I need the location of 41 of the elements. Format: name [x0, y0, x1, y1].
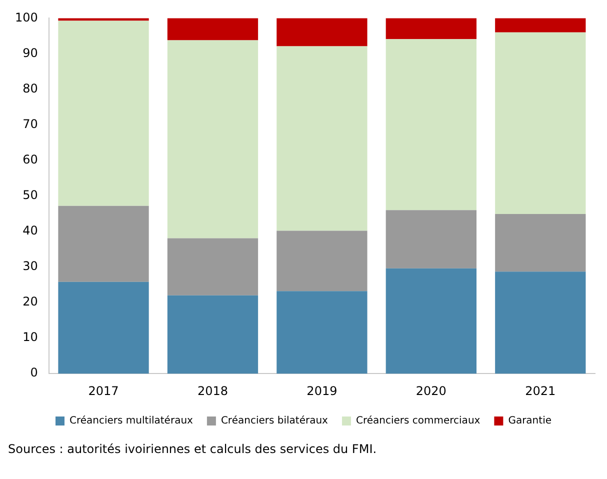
- y-tick-label: 100: [15, 10, 38, 24]
- bar: [167, 295, 258, 374]
- y-tick-label: 80: [22, 81, 38, 96]
- y-tick-label: 60: [22, 152, 38, 166]
- bar: [386, 210, 476, 268]
- x-tick-label: 2019: [306, 384, 338, 398]
- bar: [386, 268, 476, 374]
- bar: [167, 40, 258, 238]
- bar: [495, 272, 586, 374]
- bar: [276, 18, 368, 46]
- bar: [58, 282, 149, 374]
- bar: [58, 18, 149, 21]
- bar: [167, 238, 258, 296]
- bar: [386, 18, 476, 40]
- bar: [495, 32, 586, 214]
- y-tick-label: 20: [22, 294, 38, 309]
- legend-label: Créanciers commerciaux: [356, 416, 480, 427]
- bar: [495, 214, 586, 272]
- source-note: Sources : autorités ivoiriennes et calculs des services du FMI.: [8, 442, 378, 456]
- y-tick-label: 40: [22, 224, 38, 238]
- y-tick-label: 90: [22, 46, 38, 60]
- bar: [276, 291, 368, 374]
- y-tick-label: 70: [22, 116, 38, 131]
- legend-label: Créanciers multilatéraux: [70, 416, 194, 427]
- x-tick-label: 2018: [197, 384, 228, 398]
- bar: [386, 39, 476, 210]
- bar: [58, 206, 149, 282]
- bar: [276, 46, 368, 231]
- bar: [58, 20, 149, 206]
- x-tick-label: 2020: [416, 384, 446, 398]
- bar: [276, 230, 368, 292]
- legend-label: Créanciers bilatéraux: [220, 416, 328, 427]
- y-tick-label: 30: [22, 259, 38, 274]
- bar: [167, 18, 258, 40]
- x-tick-label: 2021: [525, 384, 556, 398]
- y-tick-label: 50: [22, 188, 38, 202]
- x-tick-label: 2017: [88, 384, 119, 398]
- y-tick-label: 0: [30, 366, 38, 380]
- y-tick-label: 10: [22, 330, 38, 344]
- bar: [495, 18, 586, 32]
- legend-label: Garantie: [508, 416, 552, 427]
